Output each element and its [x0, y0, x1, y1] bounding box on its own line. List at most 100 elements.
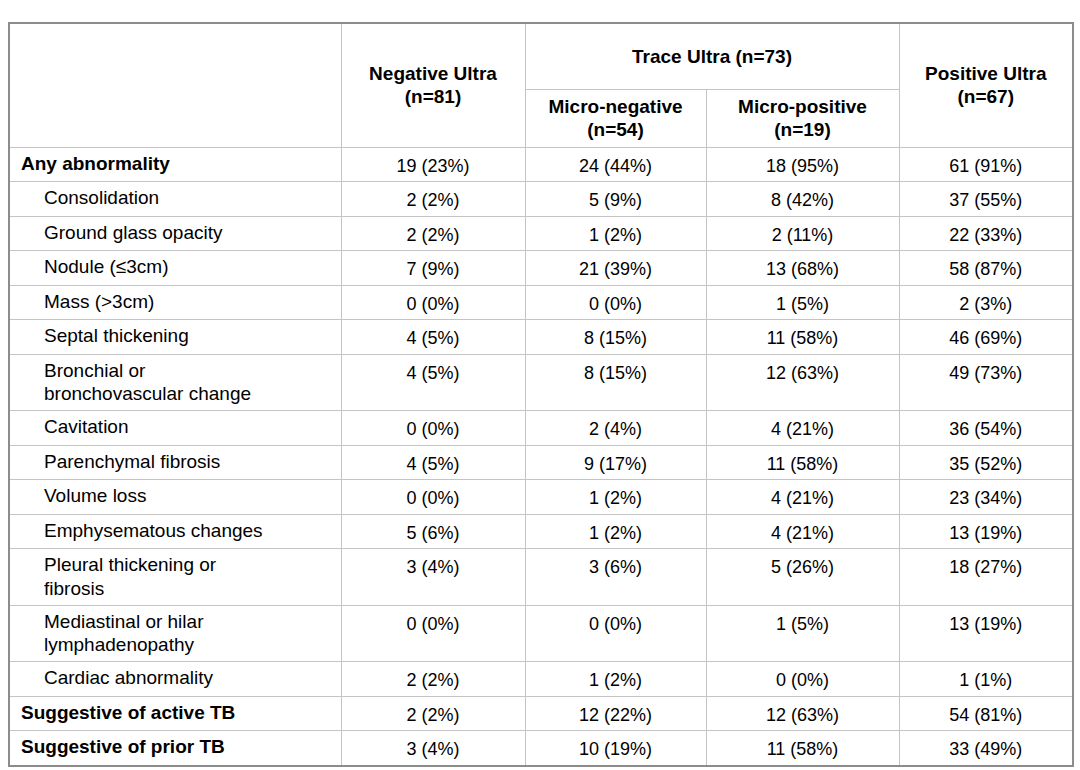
cell-positive-ultra: 37 (55%) — [899, 182, 1073, 217]
col-header-trace-ultra-group: Trace Ultra (n=73) — [525, 23, 899, 89]
cell-negative-ultra: 0 (0%) — [341, 411, 525, 446]
cell-negative-ultra: 0 (0%) — [341, 480, 525, 515]
row-label: Ground glass opacity — [9, 216, 341, 251]
cell-micro-negative: 1 (2%) — [525, 480, 706, 515]
cell-positive-ultra: 58 (87%) — [899, 251, 1073, 286]
cell-negative-ultra: 2 (2%) — [341, 662, 525, 697]
cell-micro-positive: 5 (26%) — [706, 549, 899, 606]
cell-micro-negative: 1 (2%) — [525, 514, 706, 549]
row-label: Parenchymal fibrosis — [9, 445, 341, 480]
cell-micro-negative: 8 (15%) — [525, 320, 706, 355]
header-row-top: Negative Ultra (n=81) Trace Ultra (n=73)… — [9, 23, 1073, 89]
row-label: Suggestive of prior TB — [9, 731, 341, 766]
cell-micro-negative: 1 (2%) — [525, 662, 706, 697]
cell-positive-ultra: 46 (69%) — [899, 320, 1073, 355]
cell-negative-ultra: 4 (5%) — [341, 445, 525, 480]
row-label: Consolidation — [9, 182, 341, 217]
table-row: Septal thickening 4 (5%) 8 (15%) 11 (58%… — [9, 320, 1073, 355]
table-row: Suggestive of active TB 2 (2%) 12 (22%) … — [9, 696, 1073, 731]
table-row: Cavitation 0 (0%) 2 (4%) 4 (21%) 36 (54%… — [9, 411, 1073, 446]
row-label: Nodule (≤3cm) — [9, 251, 341, 286]
cell-negative-ultra: 3 (4%) — [341, 731, 525, 766]
cell-negative-ultra: 7 (9%) — [341, 251, 525, 286]
cell-positive-ultra: 35 (52%) — [899, 445, 1073, 480]
cell-negative-ultra: 2 (2%) — [341, 696, 525, 731]
cell-positive-ultra: 13 (19%) — [899, 605, 1073, 662]
table-body: Any abnormality 19 (23%) 24 (44%) 18 (95… — [9, 147, 1073, 766]
cell-micro-negative: 24 (44%) — [525, 147, 706, 182]
cell-micro-positive: 2 (11%) — [706, 216, 899, 251]
cell-negative-ultra: 2 (2%) — [341, 216, 525, 251]
cell-negative-ultra: 5 (6%) — [341, 514, 525, 549]
table-row: Volume loss 0 (0%) 1 (2%) 4 (21%) 23 (34… — [9, 480, 1073, 515]
cell-micro-negative: 12 (22%) — [525, 696, 706, 731]
cell-micro-negative: 1 (2%) — [525, 216, 706, 251]
cell-micro-positive: 11 (58%) — [706, 445, 899, 480]
cell-micro-positive: 8 (42%) — [706, 182, 899, 217]
cell-micro-positive: 11 (58%) — [706, 731, 899, 766]
table-row: Suggestive of prior TB 3 (4%) 10 (19%) 1… — [9, 731, 1073, 766]
table-row: Parenchymal fibrosis 4 (5%) 9 (17%) 11 (… — [9, 445, 1073, 480]
cell-micro-positive: 0 (0%) — [706, 662, 899, 697]
cell-negative-ultra: 19 (23%) — [341, 147, 525, 182]
row-label: Pleural thickening or fibrosis — [9, 549, 341, 606]
table-row: Ground glass opacity 2 (2%) 1 (2%) 2 (11… — [9, 216, 1073, 251]
table-row: Consolidation 2 (2%) 5 (9%) 8 (42%) 37 (… — [9, 182, 1073, 217]
cell-positive-ultra: 2 (3%) — [899, 285, 1073, 320]
cell-micro-negative: 21 (39%) — [525, 251, 706, 286]
table-row: Pleural thickening or fibrosis 3 (4%) 3 … — [9, 549, 1073, 606]
cell-micro-negative: 10 (19%) — [525, 731, 706, 766]
cell-negative-ultra: 4 (5%) — [341, 354, 525, 411]
row-label: Septal thickening — [9, 320, 341, 355]
cell-positive-ultra: 49 (73%) — [899, 354, 1073, 411]
ct-abnormality-table: Negative Ultra (n=81) Trace Ultra (n=73)… — [8, 22, 1074, 767]
row-label: Any abnormality — [9, 147, 341, 182]
cell-micro-negative: 0 (0%) — [525, 285, 706, 320]
table-row: Bronchial or bronchovascular change 4 (5… — [9, 354, 1073, 411]
col-header-negative-ultra: Negative Ultra (n=81) — [341, 23, 525, 147]
cell-negative-ultra: 3 (4%) — [341, 549, 525, 606]
cell-positive-ultra: 22 (33%) — [899, 216, 1073, 251]
col-header-positive-ultra: Positive Ultra (n=67) — [899, 23, 1073, 147]
table-row: Emphysematous changes 5 (6%) 1 (2%) 4 (2… — [9, 514, 1073, 549]
cell-micro-negative: 8 (15%) — [525, 354, 706, 411]
cell-micro-positive: 11 (58%) — [706, 320, 899, 355]
cell-positive-ultra: 33 (49%) — [899, 731, 1073, 766]
cell-positive-ultra: 13 (19%) — [899, 514, 1073, 549]
cell-micro-positive: 1 (5%) — [706, 285, 899, 320]
cell-negative-ultra: 0 (0%) — [341, 605, 525, 662]
row-label: Mass (>3cm) — [9, 285, 341, 320]
table-row: Mass (>3cm) 0 (0%) 0 (0%) 1 (5%) 2 (3%) — [9, 285, 1073, 320]
cell-micro-positive: 13 (68%) — [706, 251, 899, 286]
row-label: Suggestive of active TB — [9, 696, 341, 731]
cell-micro-negative: 9 (17%) — [525, 445, 706, 480]
cell-negative-ultra: 2 (2%) — [341, 182, 525, 217]
row-label: Cavitation — [9, 411, 341, 446]
cell-micro-positive: 4 (21%) — [706, 480, 899, 515]
row-label: Volume loss — [9, 480, 341, 515]
table-row: Any abnormality 19 (23%) 24 (44%) 18 (95… — [9, 147, 1073, 182]
cell-micro-negative: 2 (4%) — [525, 411, 706, 446]
cell-negative-ultra: 4 (5%) — [341, 320, 525, 355]
col-header-micro-negative: Micro-negative (n=54) — [525, 89, 706, 147]
cell-micro-positive: 18 (95%) — [706, 147, 899, 182]
cell-micro-positive: 12 (63%) — [706, 354, 899, 411]
cell-positive-ultra: 23 (34%) — [899, 480, 1073, 515]
cell-micro-negative: 5 (9%) — [525, 182, 706, 217]
cell-positive-ultra: 18 (27%) — [899, 549, 1073, 606]
table-row: Nodule (≤3cm) 7 (9%) 21 (39%) 13 (68%) 5… — [9, 251, 1073, 286]
cell-micro-positive: 12 (63%) — [706, 696, 899, 731]
cell-micro-positive: 4 (21%) — [706, 514, 899, 549]
cell-micro-negative: 0 (0%) — [525, 605, 706, 662]
cell-positive-ultra: 54 (81%) — [899, 696, 1073, 731]
table-header: Negative Ultra (n=81) Trace Ultra (n=73)… — [9, 23, 1073, 147]
row-label: Cardiac abnormality — [9, 662, 341, 697]
cell-micro-positive: 4 (21%) — [706, 411, 899, 446]
row-label: Mediastinal or hilar lymphadenopathy — [9, 605, 341, 662]
col-header-micro-positive: Micro-positive (n=19) — [706, 89, 899, 147]
table-row: Cardiac abnormality 2 (2%) 1 (2%) 0 (0%)… — [9, 662, 1073, 697]
row-label: Bronchial or bronchovascular change — [9, 354, 341, 411]
cell-micro-positive: 1 (5%) — [706, 605, 899, 662]
cell-positive-ultra: 1 (1%) — [899, 662, 1073, 697]
table-row: Mediastinal or hilar lymphadenopathy 0 (… — [9, 605, 1073, 662]
